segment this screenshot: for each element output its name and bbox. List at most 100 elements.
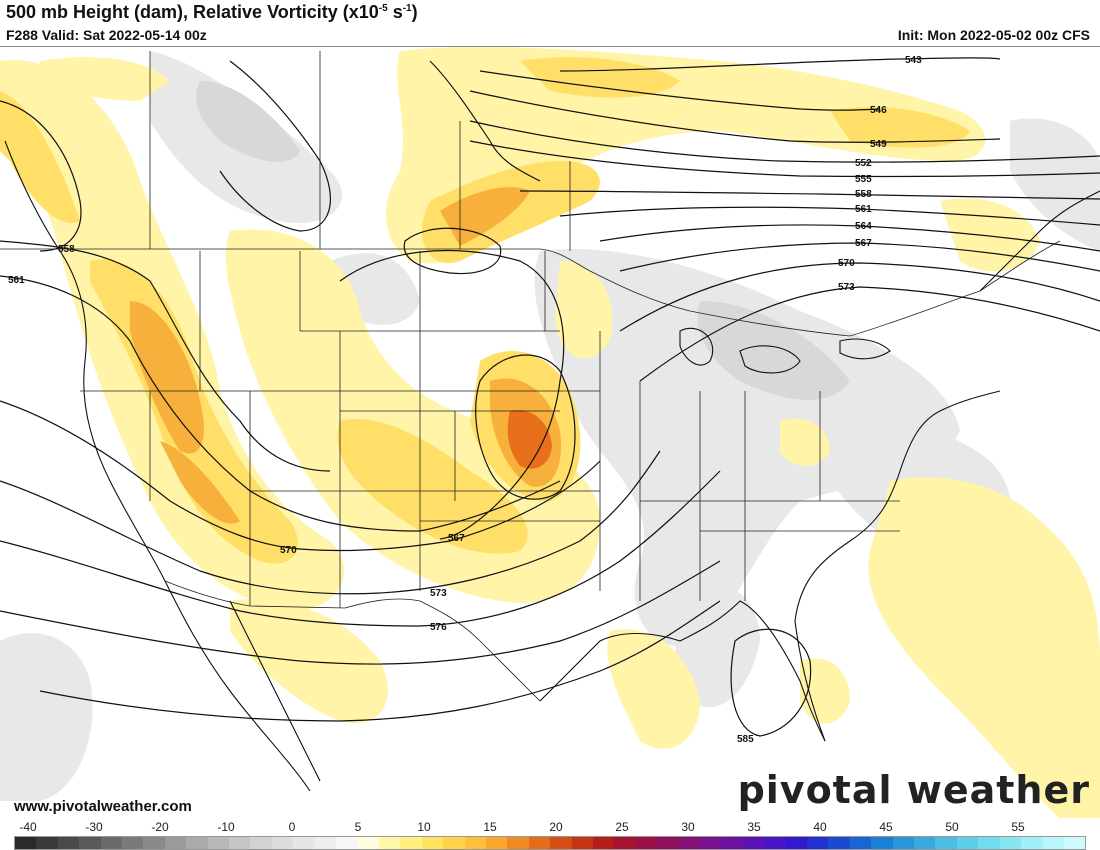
contour-label: 573 xyxy=(430,588,447,599)
colorbar-tick-label: 45 xyxy=(879,820,893,834)
colorbar-swatch xyxy=(421,837,444,849)
colorbar-tick-label: -30 xyxy=(85,820,103,834)
colorbar-swatch xyxy=(336,837,358,849)
contour-label: 555 xyxy=(855,174,872,185)
colorbar-swatch xyxy=(892,837,915,849)
contour-561-west xyxy=(0,275,561,532)
yellow-region xyxy=(868,477,1100,819)
pivotal-weather-logo: pivotal weather xyxy=(737,768,1090,812)
contour-561 xyxy=(559,206,1100,226)
colorbar-swatch xyxy=(785,837,808,849)
colorbar-tick-label: 10 xyxy=(417,820,431,834)
contour-573 xyxy=(639,286,1100,382)
contour-label: 567 xyxy=(855,238,872,249)
colorbar-swatch xyxy=(378,837,401,849)
great-lakes xyxy=(679,327,891,374)
us-mexico-border xyxy=(164,580,541,702)
colorbar-swatch xyxy=(36,837,58,849)
contour-570-west xyxy=(0,400,601,552)
baja-coast xyxy=(229,600,321,782)
colorbar-swatch xyxy=(914,837,936,849)
colorbar-swatch xyxy=(700,837,722,849)
colorbar-swatch xyxy=(678,837,700,849)
west-coast xyxy=(4,140,311,792)
contour-label: 570 xyxy=(838,258,855,269)
colorbar-tick-label: -40 xyxy=(19,820,37,834)
colorbar-swatch xyxy=(57,837,80,849)
contour-576 xyxy=(0,470,721,627)
colorbar-swatch xyxy=(250,837,272,849)
coastlines xyxy=(4,60,1100,792)
gray-region xyxy=(0,633,93,801)
contour-558-west xyxy=(0,240,331,472)
east-coast xyxy=(794,390,1001,742)
positive-vorticity-max xyxy=(507,410,552,469)
website-url: www.pivotalweather.com xyxy=(14,798,192,815)
colorbar-swatch xyxy=(978,837,1000,849)
colorbar-swatch xyxy=(571,837,593,849)
yellow-region xyxy=(555,261,613,359)
colorbar-swatch xyxy=(764,837,786,849)
colorbar-swatch xyxy=(935,837,957,849)
contour-label: 570 xyxy=(280,545,297,556)
colorbar-strip xyxy=(14,836,1087,850)
colorbar-swatch xyxy=(956,837,979,849)
yellow-region xyxy=(780,418,830,466)
colorbar-swatch xyxy=(1042,837,1064,849)
colorbar-swatch xyxy=(186,837,208,849)
colorbar-swatch xyxy=(207,837,230,849)
gray-core xyxy=(697,301,850,400)
contour-582 xyxy=(39,600,721,722)
colorbar-tick-label: 35 xyxy=(747,820,761,834)
yellow-region xyxy=(830,107,970,148)
east-canada-coast xyxy=(979,190,1100,292)
colorbar-swatch xyxy=(357,837,379,849)
orange-region xyxy=(130,301,204,454)
contour-label: 546 xyxy=(870,105,887,116)
yellow-region xyxy=(40,57,170,101)
colorbar-swatch xyxy=(592,837,615,849)
gray-core xyxy=(196,81,300,162)
weather-map: 543 546 549 552 555 558 561 564 567 570 … xyxy=(0,46,1100,819)
colorbar-tick-label: 25 xyxy=(615,820,629,834)
colorbar-tick-label: -20 xyxy=(151,820,169,834)
colorbar-swatch xyxy=(271,837,294,849)
gray-region xyxy=(675,584,760,708)
colorbar-labels: -40 -30 -20 -10 0 5 10 15 20 25 30 35 40 45 50 55 xyxy=(0,818,1100,834)
contour-label: 576 xyxy=(430,622,447,633)
colorbar-swatch xyxy=(15,837,37,849)
colorbar-swatch xyxy=(443,837,465,849)
contour-label: 561 xyxy=(8,275,25,286)
colorbar-swatch xyxy=(871,837,893,849)
colorbar-tick-label: 0 xyxy=(288,820,296,834)
gray-region xyxy=(534,249,960,647)
yellow-region xyxy=(520,57,680,98)
valid-time: F288 Valid: Sat 2022-05-14 00z xyxy=(6,27,207,43)
contour-label: 561 xyxy=(855,204,872,215)
contour-label: 567 xyxy=(448,533,465,544)
yellow-region xyxy=(800,658,850,724)
colorbar-swatch xyxy=(657,837,679,849)
colorbar-swatch xyxy=(400,837,422,849)
colorbar-tick-label: 50 xyxy=(945,820,959,834)
hudson-bay xyxy=(429,60,541,182)
contour-573-south xyxy=(0,450,661,595)
colorbar-swatch xyxy=(849,837,872,849)
colorbar-swatch xyxy=(635,837,658,849)
contour-543 xyxy=(559,57,1001,72)
colorbar-swatch xyxy=(550,837,572,849)
colorbar-swatch xyxy=(1021,837,1043,849)
map-canvas: 543 546 549 552 555 558 561 564 567 570 … xyxy=(0,47,1100,819)
colorbar-tick-label: 20 xyxy=(549,820,563,834)
colorbar-tick-label: -10 xyxy=(217,820,235,834)
contour-558 xyxy=(519,190,1100,200)
colorbar-swatch xyxy=(828,837,850,849)
gulf-coast xyxy=(539,600,826,742)
colorbar-swatch xyxy=(1063,837,1086,849)
colorbar-tick-label: 30 xyxy=(681,820,695,834)
colorbar-tick-label: 55 xyxy=(1011,820,1025,834)
colorbar: -40 -30 -20 -10 0 5 10 15 20 25 30 35 40 45 50 55 xyxy=(0,818,1100,850)
colorbar-swatch xyxy=(314,837,337,849)
colorbar-swatch xyxy=(528,837,551,849)
contour-labels: 543 546 549 552 555 558 561 564 567 570 … xyxy=(8,55,922,745)
